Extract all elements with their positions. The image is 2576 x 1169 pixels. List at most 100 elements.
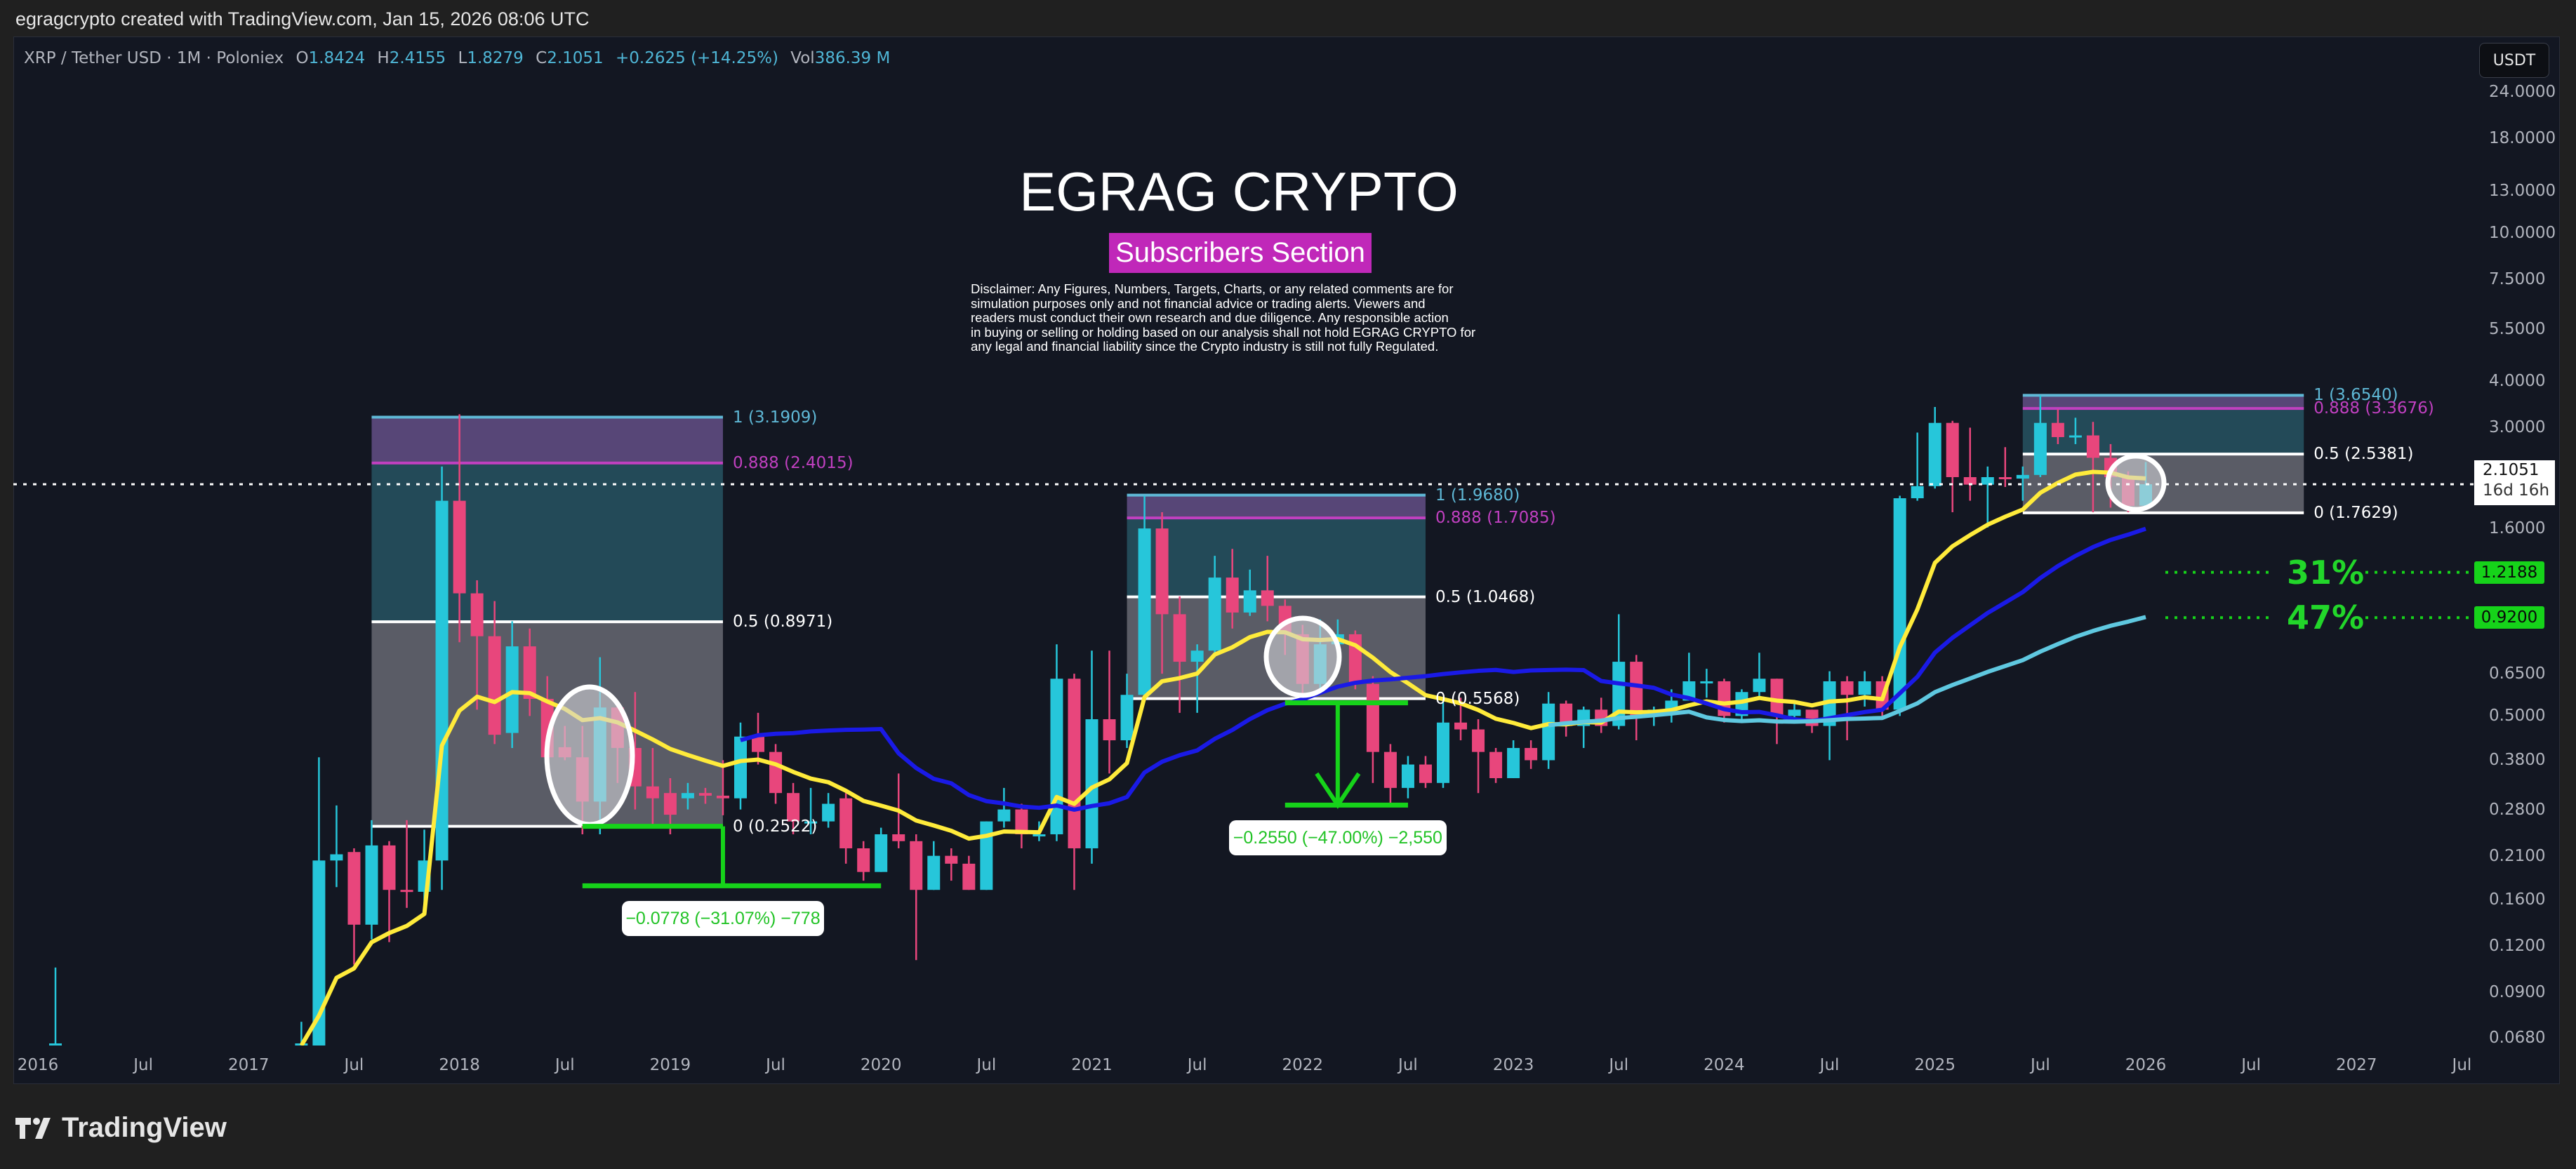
candle-body (2086, 435, 2099, 458)
candle-body (383, 845, 396, 890)
symbol-name[interactable]: XRP / Tether USD · 1M · Poloniex (24, 49, 284, 67)
candle-body (453, 500, 466, 594)
candle-body (400, 890, 413, 893)
candle (769, 744, 783, 804)
candle (1682, 653, 1696, 701)
candle (1120, 674, 1134, 748)
time-tick-label: 2019 (649, 1056, 691, 1074)
candle-body (980, 821, 993, 890)
currency-button[interactable]: USDT (2479, 43, 2549, 78)
candle-body (752, 736, 765, 752)
candle (400, 820, 413, 908)
price-tick-label: 18.0000 (2489, 129, 2556, 148)
disclaimer: Disclaimer: Any Figures, Numbers, Target… (971, 281, 1532, 354)
fib-level-label: 0.5 (2.5381) (2313, 445, 2414, 464)
candle (997, 787, 1011, 828)
candle (822, 793, 835, 828)
candle-body (2069, 435, 2082, 438)
candle-body (488, 636, 501, 735)
candle-body (2016, 474, 2029, 479)
fib-zone (1127, 495, 1426, 519)
time-tick-label: Jul (2030, 1056, 2050, 1074)
candle (1419, 756, 1432, 788)
candle-body (698, 793, 712, 796)
fib-zone (2022, 395, 2304, 409)
price-range-measure (582, 824, 882, 888)
time-tick-label: Jul (555, 1056, 575, 1074)
candle-body (1840, 681, 1854, 695)
candle-body (330, 854, 343, 861)
candle (1998, 447, 2012, 487)
candle (962, 855, 976, 890)
candle-body (1226, 577, 1239, 613)
disclaimer-line: in buying or selling or holding based on… (971, 324, 1476, 340)
subscribers-badge: Subscribers Section (1109, 233, 1372, 273)
candle-body (1437, 722, 1449, 783)
low-value: 1.8279 (467, 49, 524, 67)
candle (435, 466, 449, 890)
candle-body (1068, 679, 1081, 848)
candle-body (1138, 528, 1151, 695)
change-value: +0.2625 (+14.25%) (615, 49, 778, 67)
candle-body (347, 852, 361, 925)
candle (1630, 655, 1643, 741)
candle-body (1630, 662, 1643, 716)
fib-level-label: 1 (3.6540) (2313, 386, 2398, 405)
candle (1911, 432, 1924, 501)
candle (716, 760, 729, 815)
candle-body (312, 860, 326, 1046)
candle (1893, 495, 1906, 716)
candle (1595, 697, 1608, 733)
candle (857, 841, 870, 881)
candle-body (1911, 486, 1924, 499)
time-tick-label: 2026 (2125, 1056, 2167, 1074)
candle (1138, 495, 1151, 701)
time-tick-label: 2022 (1282, 1056, 1324, 1074)
current-price-label: 2.1051 16d 16h (2474, 460, 2555, 505)
candle-body (1700, 681, 1713, 683)
candle (1085, 650, 1098, 864)
candle-body (1998, 476, 2012, 479)
candle-body (505, 646, 519, 733)
candle-body (1489, 752, 1503, 778)
candle-body (787, 793, 800, 822)
candle-body (997, 809, 1011, 822)
candle-body (1928, 422, 1941, 486)
candle-body (945, 855, 958, 864)
candle (2033, 395, 2047, 477)
disclaimer-line: simulation purposes only and not financi… (971, 295, 1426, 311)
time-tick-label: 2018 (439, 1056, 480, 1074)
candle-body (822, 803, 835, 822)
time-tick-label: Jul (2452, 1056, 2472, 1074)
price-tick-label: 13.0000 (2489, 181, 2556, 200)
ma-slow-line (1548, 615, 2146, 728)
price-tick-label: 0.2100 (2489, 846, 2546, 865)
time-tick-label: Jul (1187, 1056, 1207, 1074)
open-label: O (296, 49, 309, 67)
candle (1560, 700, 1573, 737)
time-tick-label: 2017 (228, 1056, 270, 1074)
candle (945, 848, 958, 881)
low-label: L (458, 49, 467, 67)
candle (312, 757, 326, 1046)
candle (2051, 409, 2064, 444)
price-tick-label: 7.5000 (2489, 270, 2546, 289)
candle (365, 820, 378, 940)
price-tick-label: 0.5000 (2489, 707, 2546, 726)
candle (470, 580, 484, 710)
tradingview-logo[interactable]: TradingView (15, 1112, 227, 1144)
high-label: H (377, 49, 390, 67)
disclaimer-line: readers must conduct their own research … (971, 310, 1449, 325)
candle-body (1419, 764, 1432, 783)
candle (523, 628, 536, 716)
candle (347, 848, 361, 965)
candle (1577, 706, 1591, 748)
candle (804, 787, 818, 834)
candle (681, 782, 694, 810)
candle-body (1015, 809, 1028, 834)
candle-body (1454, 722, 1468, 730)
candle-body (1805, 709, 1819, 726)
candle-body (1173, 614, 1186, 662)
candle-body (49, 1043, 62, 1046)
